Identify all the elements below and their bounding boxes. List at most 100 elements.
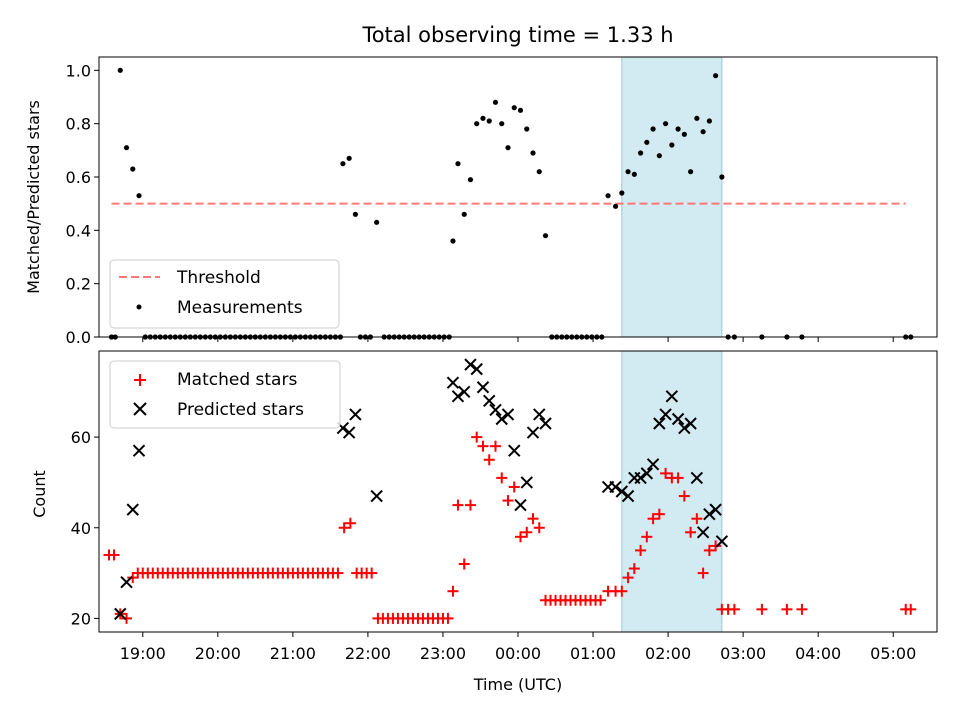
matched-star-point bbox=[685, 526, 697, 538]
measurement-point bbox=[474, 121, 480, 127]
predicted-star-point bbox=[126, 503, 139, 516]
ratio-legend: Threshold Measurements bbox=[109, 259, 340, 329]
ratio-legend-box bbox=[109, 259, 340, 329]
measurement-point bbox=[688, 169, 694, 175]
measurement-point bbox=[455, 161, 461, 167]
count-legend: Matched stars Predicted stars bbox=[109, 360, 341, 429]
matched-star-point bbox=[464, 499, 476, 511]
predicted-star-point bbox=[489, 403, 502, 417]
count-plot-frame bbox=[98, 350, 938, 633]
x-tick-label: 02:00 bbox=[645, 644, 691, 663]
matched-star-point bbox=[496, 472, 508, 484]
matched-star-point bbox=[710, 540, 722, 552]
measurement-point bbox=[123, 145, 130, 151]
measurement-point bbox=[631, 171, 637, 177]
matched-star-point bbox=[515, 531, 527, 543]
matched-star-point bbox=[641, 531, 653, 543]
x-tick-label: 23:00 bbox=[420, 644, 466, 663]
matched-star-point bbox=[533, 522, 545, 534]
matched-star-point bbox=[781, 603, 793, 615]
x-axis-label: Time (UTC) bbox=[473, 675, 562, 694]
measurement-point bbox=[542, 233, 549, 239]
matched-star-point bbox=[728, 603, 740, 615]
predicted-star-point bbox=[520, 476, 533, 489]
predicted-star-point bbox=[476, 381, 490, 394]
matched-star-point bbox=[452, 499, 464, 511]
matched-star-point bbox=[527, 513, 539, 525]
legend-predicted-swatch bbox=[133, 402, 147, 416]
measurement-point bbox=[637, 150, 644, 156]
ratio-y-tick-label: 0.4 bbox=[66, 221, 91, 240]
measurement-point bbox=[536, 169, 542, 175]
measurement-point bbox=[644, 139, 650, 145]
x-tick-label: 20:00 bbox=[195, 644, 241, 663]
ratio-y-tick-label: 0.6 bbox=[66, 168, 91, 187]
measurement-point bbox=[511, 105, 517, 111]
matched-star-point bbox=[502, 495, 514, 507]
predicted-star-point bbox=[451, 390, 465, 403]
measurement-point bbox=[130, 166, 136, 172]
measurement-point bbox=[340, 161, 346, 167]
predicted-star-point bbox=[514, 498, 527, 512]
matched-star-point bbox=[622, 572, 634, 584]
measurement-point bbox=[719, 174, 725, 180]
ratio-y-tick-label: 0.8 bbox=[66, 115, 91, 134]
matched-star-point bbox=[471, 431, 483, 443]
predicted-star-point bbox=[690, 471, 704, 485]
ratio-y-tick-label: 0.0 bbox=[66, 328, 91, 347]
measurement-point bbox=[619, 190, 625, 196]
predicted-star-point bbox=[446, 376, 460, 389]
ratio-shaded-interval bbox=[621, 56, 723, 338]
predicted-star-point bbox=[495, 412, 508, 426]
matched-star-point bbox=[489, 440, 501, 452]
measurement-point bbox=[669, 142, 675, 148]
predicted-star-point bbox=[526, 426, 540, 439]
matched-star-point bbox=[595, 594, 607, 606]
predicted-star-point bbox=[508, 444, 521, 457]
matched-star-point bbox=[691, 513, 703, 525]
measurement-point bbox=[650, 126, 656, 132]
count-y-axis-label: Count bbox=[30, 470, 49, 518]
legend-measurements-label: Measurements bbox=[177, 298, 303, 318]
matched-star-point bbox=[653, 508, 665, 520]
predicted-star-point bbox=[696, 526, 710, 539]
predicted-star-point bbox=[370, 489, 383, 503]
legend-matched-swatch bbox=[134, 374, 146, 386]
count-panel: 20 40 60 19:00 20:00 21:00 22:00 23:00 00:00 01:… bbox=[30, 350, 938, 694]
predicted-star-point bbox=[470, 362, 483, 376]
matched-star-point bbox=[756, 603, 768, 615]
predicted-stars-series bbox=[114, 358, 729, 621]
measurement-point bbox=[694, 115, 700, 121]
measurement-point bbox=[346, 155, 352, 161]
measurement-point bbox=[662, 121, 669, 127]
x-tick-label: 19:00 bbox=[120, 644, 166, 663]
measurement-point bbox=[486, 118, 492, 124]
predicted-star-point bbox=[684, 417, 697, 430]
matched-star-point bbox=[628, 563, 640, 575]
measurement-point bbox=[530, 150, 536, 156]
matched-star-point bbox=[796, 603, 808, 615]
matched-star-point bbox=[121, 612, 133, 624]
measurement-point bbox=[706, 118, 712, 124]
count-x-ticks: 19:00 20:00 21:00 22:00 23:00 00:00 01:00 02:00… bbox=[120, 632, 916, 663]
predicted-star-point bbox=[659, 408, 672, 421]
matched-star-point bbox=[344, 517, 356, 529]
predicted-star-point bbox=[349, 408, 362, 421]
predicted-star-point bbox=[120, 575, 133, 589]
matched-stars-series bbox=[103, 431, 917, 624]
measurement-point bbox=[136, 193, 142, 199]
x-tick-label: 22:00 bbox=[345, 644, 391, 663]
predicted-star-point bbox=[709, 503, 722, 516]
ratio-y-ticks: 0.0 0.2 0.4 0.6 0.8 1.0 bbox=[66, 61, 99, 347]
predicted-star-point bbox=[615, 485, 629, 498]
measurement-point bbox=[675, 126, 681, 132]
matched-star-point bbox=[338, 522, 350, 534]
ratio-plot-frame bbox=[98, 56, 938, 338]
measurement-point bbox=[656, 153, 662, 159]
matched-star-point bbox=[442, 612, 454, 624]
count-legend-box bbox=[109, 360, 341, 429]
predicted-star-point bbox=[458, 385, 471, 398]
predicted-star-point bbox=[114, 607, 127, 621]
